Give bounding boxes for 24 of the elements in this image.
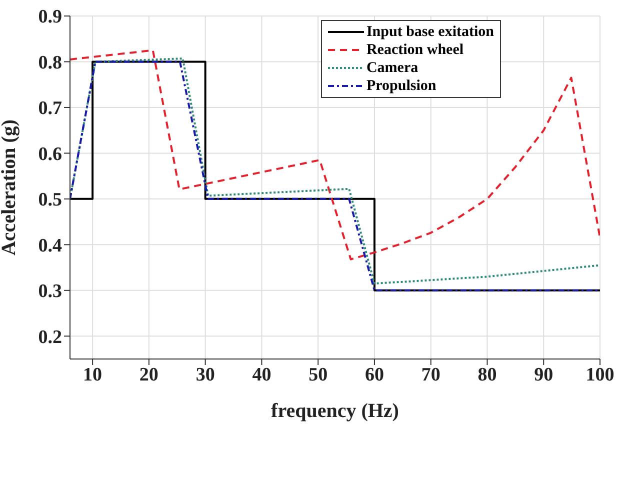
x-tick-label: 40 (252, 364, 272, 386)
y-tick-label: 0.7 (38, 98, 62, 120)
x-tick-label: 20 (139, 364, 158, 386)
y-tick-label: 0.4 (38, 235, 62, 256)
legend-label: Propulsion (366, 77, 436, 95)
x-tick-label: 10 (83, 364, 102, 386)
legend-label: Input base exitation (366, 23, 494, 41)
y-tick-label: 0.5 (38, 190, 62, 211)
x-tick-label: 50 (308, 364, 328, 386)
x-tick-label: 60 (364, 364, 384, 386)
legend-label: Reaction wheel (366, 41, 464, 59)
y-tick-label: 0.8 (38, 52, 62, 74)
y-tick-label: 0.3 (38, 281, 62, 302)
y-tick-label: 0.9 (38, 6, 62, 28)
x-tick-label: 100 (586, 364, 614, 386)
x-tick-label: 30 (196, 364, 215, 386)
y-axis-title: Acceleration (g) (0, 119, 20, 256)
y-tick-label: 0.6 (38, 144, 62, 165)
x-tick-label: 70 (421, 364, 440, 386)
x-tick-label: 90 (534, 364, 554, 386)
x-tick-label: 80 (478, 364, 497, 386)
y-tick-label: 0.2 (38, 326, 62, 348)
legend-label: Camera (366, 59, 418, 77)
x-axis-title: frequency (Hz) (271, 400, 399, 422)
